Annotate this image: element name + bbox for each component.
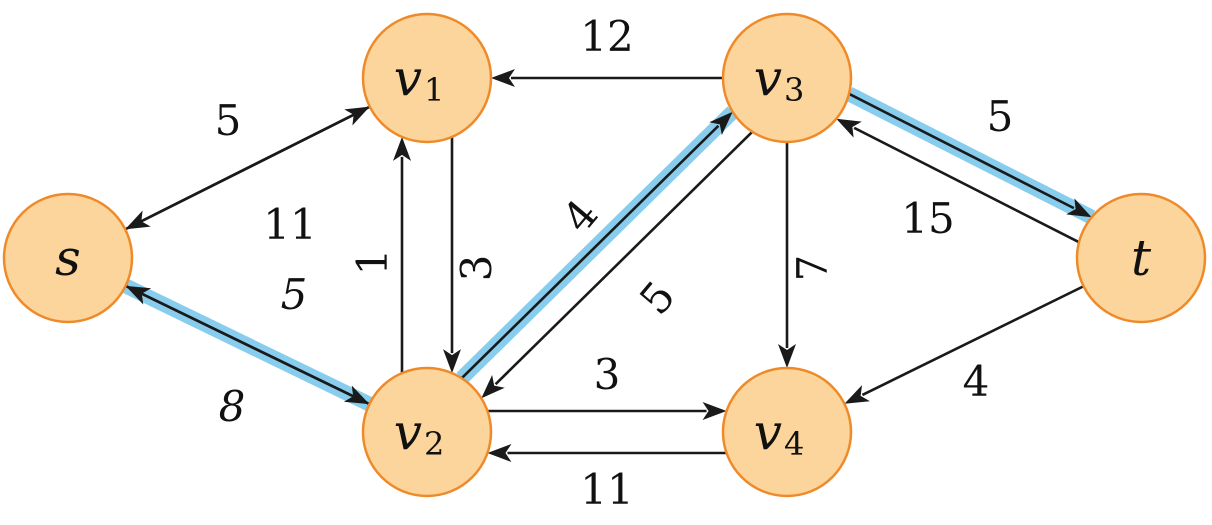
edge-weight-t-to-v3: 15 [901, 194, 954, 243]
arrowhead [702, 402, 727, 420]
node-label: v1 [394, 49, 445, 109]
node-label: v3 [754, 49, 805, 109]
edge-weight-v2-to-s: 8 [219, 382, 246, 431]
node-name: v [394, 403, 422, 461]
node-s: s [2, 192, 134, 324]
arrowhead [393, 136, 411, 161]
arrowhead [125, 285, 152, 305]
node-name: t [1131, 229, 1152, 287]
edge-weight-v3-to-v2: 5 [630, 272, 685, 324]
node-label: v2 [394, 403, 445, 463]
edge-line [848, 92, 1075, 210]
edge-t-to-v4 [844, 285, 1085, 404]
node-v3: v3 [721, 12, 853, 144]
edge-v3-to-v1 [491, 69, 723, 87]
node-v4: v4 [721, 366, 853, 498]
node-subscript: 2 [424, 425, 444, 463]
edge-weight-v3-to-v1: 12 [580, 12, 633, 61]
arrowhead [125, 210, 151, 230]
arrowhead [491, 69, 515, 87]
node-circle [1075, 192, 1207, 324]
edge-v2-to-v4 [487, 402, 727, 420]
node-circle [361, 366, 493, 498]
edge-weight-v2-to-v4: 3 [594, 350, 621, 399]
edge-weight-s-to-v1: 5 [215, 96, 242, 145]
node-subscript: 4 [784, 425, 804, 463]
node-circle [361, 12, 493, 144]
edge-v2-to-v1 [393, 136, 411, 374]
edge-v1-to-v2 [443, 136, 461, 374]
edge-line [494, 130, 754, 386]
node-name: s [55, 229, 81, 287]
arrowhead [443, 349, 461, 374]
edge-weight-v1-to-v2: 1 [348, 249, 397, 276]
arrowhead [778, 344, 796, 368]
edge-line [143, 293, 370, 406]
arrowhead [836, 118, 862, 138]
edge-line [853, 126, 1080, 244]
edge-weight-v3-to-t: 5 [987, 92, 1014, 141]
edge-v3-to-v2 [481, 130, 754, 399]
arrowhead [1066, 198, 1092, 218]
node-name: v [754, 403, 782, 461]
edge-weight-v4-to-v2: 11 [580, 465, 633, 514]
arrowhead [487, 444, 512, 462]
arrowhead [344, 106, 370, 126]
node-t: t [1075, 192, 1207, 324]
arrowhead [481, 374, 505, 399]
edge-line [142, 105, 371, 222]
edge-weight-v2-to-v1: 3 [452, 255, 501, 282]
edge-weight-v1-to-s: 11 [263, 200, 316, 249]
edge-t-to-v3 [836, 118, 1080, 244]
edge-line [460, 124, 720, 380]
arrowhead [844, 385, 870, 404]
edge-weight-s-to-v2: 5 [281, 270, 308, 319]
node-circle [721, 366, 853, 498]
node-subscript: 1 [424, 71, 444, 109]
edge-v2-to-v3 [460, 111, 733, 380]
node-v2: v2 [361, 366, 493, 498]
node-circle [721, 12, 853, 144]
node-name: v [754, 49, 782, 107]
node-circle [2, 192, 134, 324]
edge-v2-to-s [125, 285, 370, 406]
edge-v3-to-t [848, 92, 1092, 218]
edge-v4-to-v2 [487, 444, 727, 462]
edge-line [861, 285, 1085, 397]
edge-weight-t-to-v4: 4 [963, 357, 990, 406]
node-subscript: 3 [784, 71, 804, 109]
arrowhead [709, 111, 733, 136]
edge-v3-to-v4 [778, 142, 796, 368]
node-label: s [55, 229, 81, 287]
node-label: v4 [754, 403, 805, 463]
node-label: t [1131, 229, 1152, 287]
edges-layer [124, 69, 1092, 462]
edge-v1-to-s [125, 105, 371, 230]
arrowhead [343, 385, 370, 405]
node-v1: v1 [361, 12, 493, 144]
edge-weight-v3-to-v4: 7 [788, 255, 837, 282]
node-name: v [394, 49, 422, 107]
